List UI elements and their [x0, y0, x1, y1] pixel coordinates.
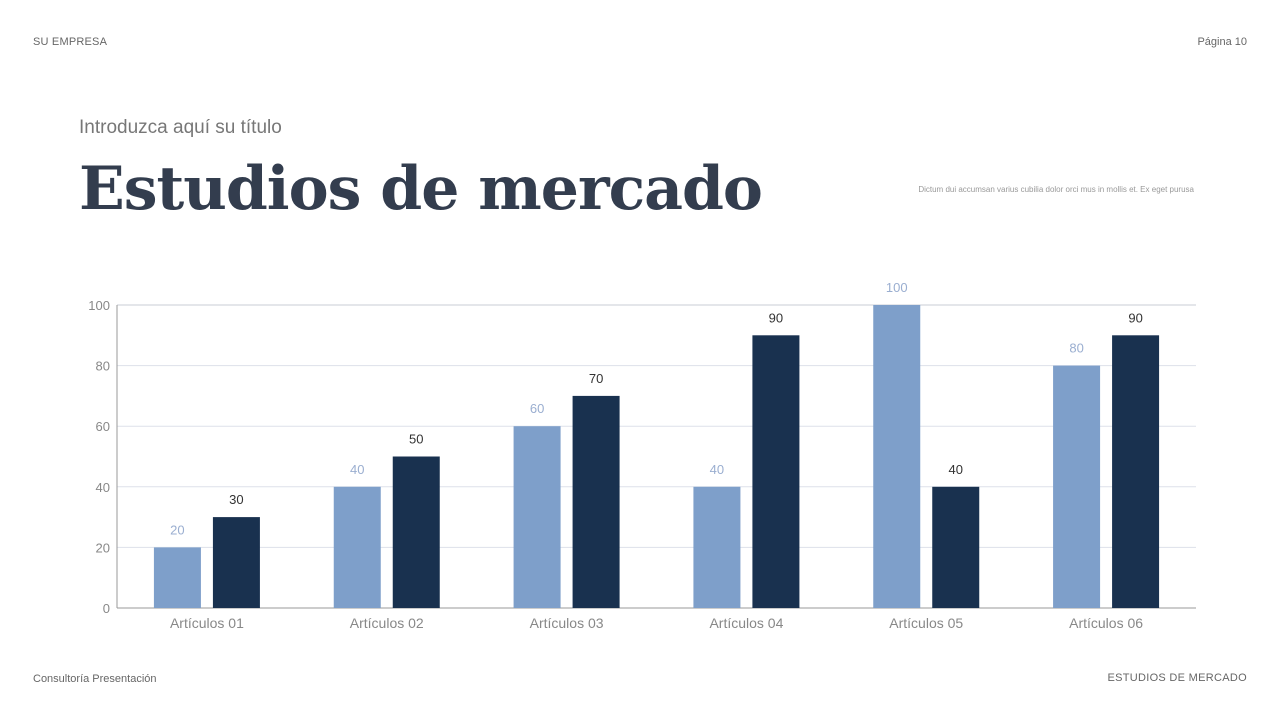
bar — [212, 517, 260, 608]
data-label: 20 — [170, 522, 184, 537]
page-number: Página 10 — [1197, 36, 1247, 48]
y-tick-label: 60 — [96, 419, 110, 434]
bar — [333, 486, 381, 608]
x-category-label: Artículos 03 — [530, 615, 604, 631]
data-label: 80 — [1069, 341, 1083, 356]
footer-right: ESTUDIOS DE MERCADO — [1107, 672, 1247, 684]
bar — [1053, 365, 1101, 608]
bar — [752, 335, 800, 608]
y-tick-label: 100 — [88, 298, 110, 313]
bar — [693, 486, 741, 608]
x-category-label: Artículos 02 — [350, 615, 424, 631]
slide-title: Estudios de mercado — [79, 154, 763, 224]
footer-left: Consultoría Presentación — [33, 673, 157, 685]
data-label: 40 — [350, 462, 364, 477]
x-category-label: Artículos 01 — [170, 615, 244, 631]
bar — [153, 547, 201, 608]
slide-subtitle: Introduzca aquí su título — [79, 117, 282, 138]
bar — [1112, 335, 1160, 608]
company-name: SU EMPRESA — [33, 36, 108, 48]
bar — [572, 395, 620, 608]
y-tick-label: 40 — [96, 480, 110, 495]
data-label: 40 — [949, 462, 963, 477]
y-tick-label: 80 — [96, 359, 110, 374]
data-label: 50 — [409, 432, 423, 447]
data-label: 60 — [530, 401, 544, 416]
y-tick-label: 20 — [96, 540, 110, 555]
data-label: 90 — [769, 310, 783, 325]
bar — [392, 456, 440, 608]
slide-description: Dictum dui accumsan varius cubilia dolor… — [918, 185, 1194, 194]
data-label: 40 — [710, 462, 724, 477]
x-category-label: Artículos 06 — [1069, 615, 1143, 631]
data-label: 100 — [886, 280, 908, 295]
x-category-label: Artículos 05 — [889, 615, 963, 631]
bar — [873, 305, 921, 608]
data-label: 70 — [589, 371, 603, 386]
bar — [513, 426, 561, 608]
y-tick-label: 0 — [103, 601, 110, 616]
data-label: 30 — [229, 492, 243, 507]
data-label: 90 — [1128, 310, 1142, 325]
x-category-label: Artículos 04 — [709, 615, 783, 631]
bar — [932, 486, 980, 608]
